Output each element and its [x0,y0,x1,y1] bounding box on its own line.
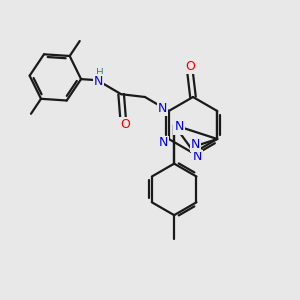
Text: O: O [120,118,130,131]
Text: N: N [159,136,168,149]
Text: N: N [158,101,167,115]
Text: N: N [192,151,202,164]
Text: N: N [175,121,184,134]
Text: N: N [94,75,103,88]
Text: O: O [185,60,195,73]
Text: N: N [191,138,200,151]
Text: H: H [97,68,104,78]
